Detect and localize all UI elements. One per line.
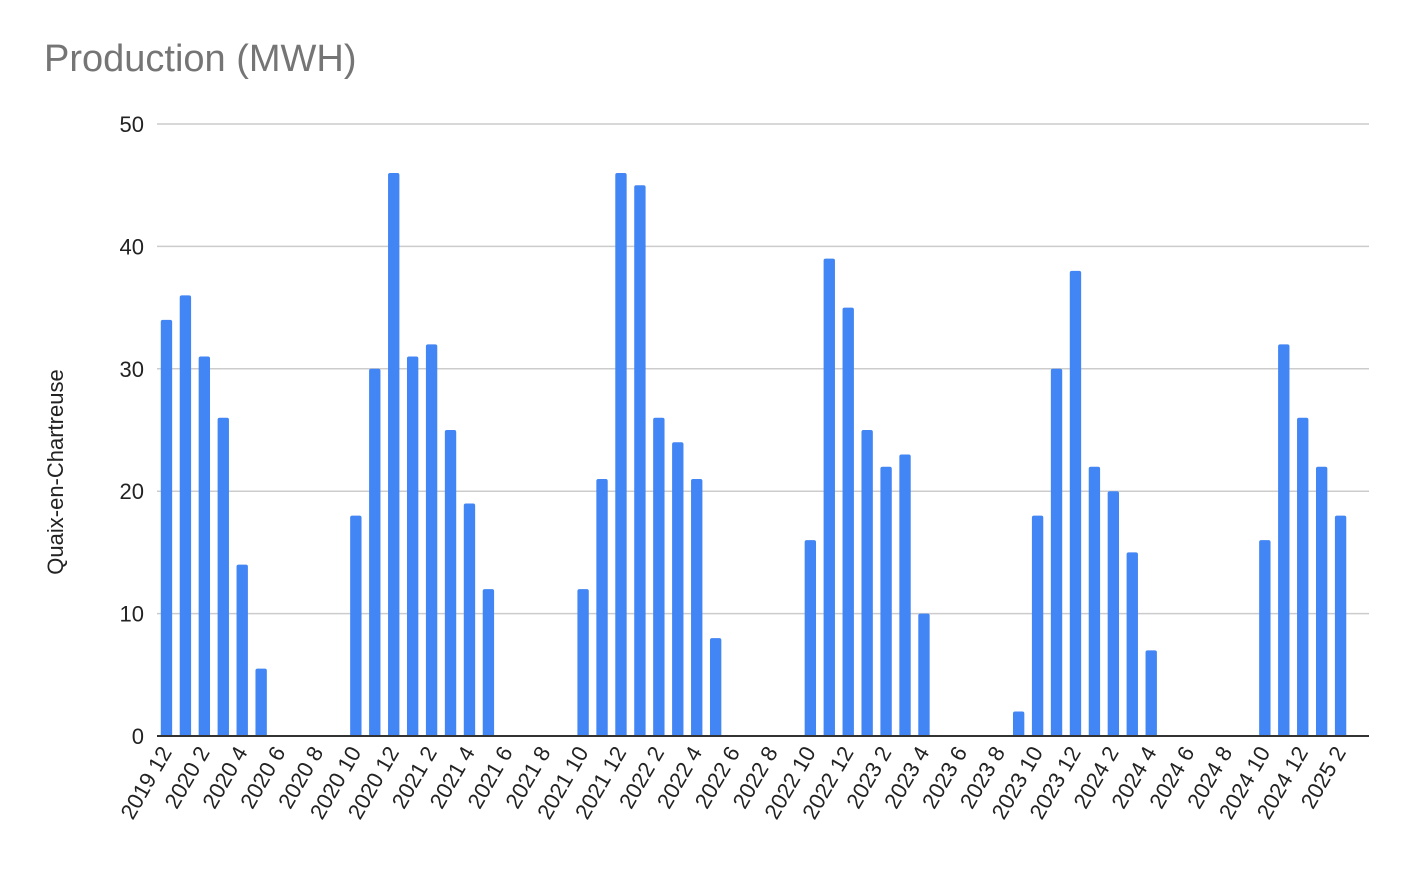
bar-2024-4 bbox=[1145, 650, 1157, 736]
chart-title: Production (MWH) bbox=[44, 38, 357, 80]
bar-2022-4 bbox=[691, 478, 703, 736]
bar-2023-10 bbox=[1031, 515, 1044, 736]
bar-2022-5 bbox=[709, 638, 722, 736]
bar-2022-3 bbox=[672, 442, 684, 736]
bar-2024-10 bbox=[1259, 540, 1271, 736]
bar-2020-1 bbox=[179, 295, 192, 736]
bar-2022-2 bbox=[653, 417, 665, 736]
bar-2023-2 bbox=[880, 466, 892, 736]
bar-2021-10 bbox=[577, 589, 589, 736]
bar-2023-11 bbox=[1050, 368, 1063, 736]
x-tick-label: 2019 12 bbox=[115, 742, 176, 823]
bar-2021-3 bbox=[444, 430, 457, 736]
y-tick-label: 40 bbox=[120, 234, 144, 259]
bar-2022-1 bbox=[634, 185, 646, 736]
bar-2024-2 bbox=[1107, 491, 1120, 736]
bar-2023-3 bbox=[899, 454, 911, 736]
bar-2023-4 bbox=[918, 613, 930, 736]
bar-2025-2 bbox=[1334, 515, 1347, 736]
bar-2021-4 bbox=[463, 503, 476, 736]
bar-2024-1 bbox=[1088, 466, 1101, 736]
bar-2024-11 bbox=[1278, 344, 1290, 736]
bar-2020-3 bbox=[217, 417, 229, 736]
y-tick-label: 50 bbox=[120, 112, 144, 137]
bar-2023-1 bbox=[861, 430, 873, 736]
bar-2020-10 bbox=[350, 515, 362, 736]
y-tick-label: 20 bbox=[120, 479, 144, 504]
bar-2020-4 bbox=[236, 564, 248, 736]
bar-2024-12 bbox=[1297, 417, 1309, 736]
y-tick-label: 0 bbox=[132, 724, 144, 749]
y-tick-label: 10 bbox=[120, 602, 144, 627]
bar-2020-11 bbox=[369, 368, 381, 736]
bar-2022-10 bbox=[804, 540, 817, 736]
bar-2023-12 bbox=[1069, 270, 1082, 736]
bar-2025-1 bbox=[1315, 466, 1328, 736]
bar-2021-2 bbox=[425, 344, 438, 736]
bar-2022-12 bbox=[842, 307, 854, 736]
bar-2021-11 bbox=[596, 478, 608, 736]
bar-2020-5 bbox=[255, 668, 267, 736]
bar-2024-3 bbox=[1126, 552, 1138, 736]
bar-2020-12 bbox=[388, 172, 400, 736]
y-tick-label: 30 bbox=[120, 357, 144, 382]
bar-2023-9 bbox=[1012, 711, 1025, 736]
bar-2021-12 bbox=[615, 172, 627, 736]
bar-2021-1 bbox=[406, 356, 419, 736]
bar-2020-2 bbox=[198, 356, 211, 736]
bar-2019-12 bbox=[160, 319, 173, 736]
bar-2021-5 bbox=[482, 589, 495, 736]
bar-2022-11 bbox=[823, 258, 835, 736]
